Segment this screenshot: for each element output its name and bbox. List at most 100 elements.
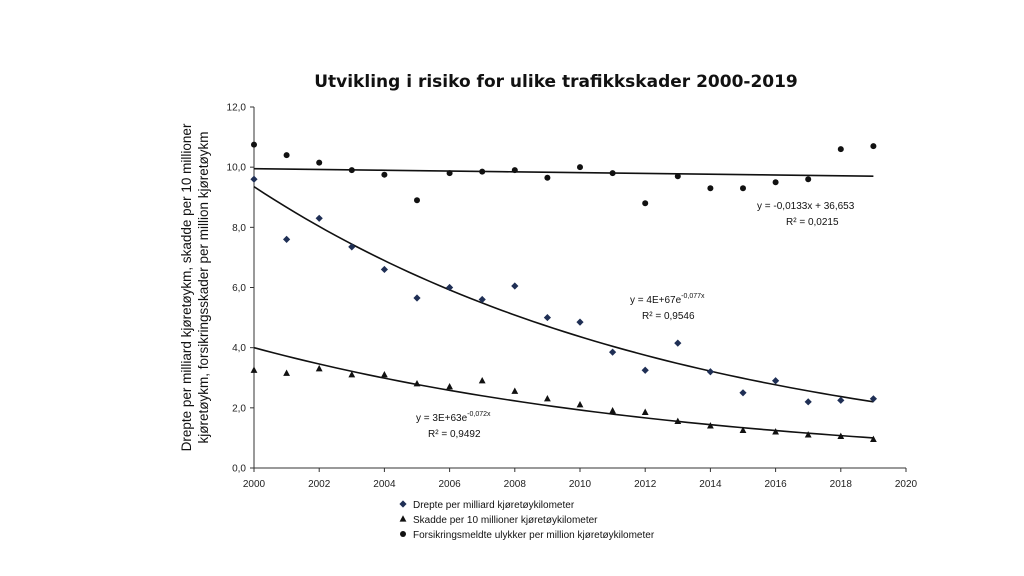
data-point [348, 370, 356, 378]
legend-marker [400, 531, 406, 537]
data-point [609, 348, 617, 356]
data-point [805, 176, 812, 183]
r-squared: R² = 0,9546 [642, 311, 695, 322]
data-point [479, 168, 486, 175]
data-point [674, 173, 681, 180]
y-axis-label-line: Drepte per milliard kjøretøykm, skadde p… [179, 123, 194, 451]
x-tick-label: 2002 [308, 479, 331, 490]
data-point [511, 387, 519, 394]
data-point [740, 185, 746, 192]
data-point [511, 167, 518, 174]
y-tick-label: 6,0 [232, 283, 246, 294]
x-tick-label: 2004 [373, 479, 396, 490]
trend-equation: y = 4E+67e-0,077x [630, 293, 705, 306]
data-point [478, 295, 486, 304]
data-point [576, 401, 584, 408]
y-tick-label: 12,0 [227, 103, 247, 114]
data-point [837, 432, 845, 440]
x-tick-label: 2008 [504, 479, 527, 490]
data-point [804, 398, 812, 406]
data-point [446, 283, 454, 292]
data-point [609, 170, 616, 177]
data-point [739, 389, 747, 397]
data-point [413, 379, 421, 387]
data-point [413, 294, 421, 302]
trend-equations: y = 4E+67e-0,077x R² = 0,9546 y = 3E+63e-0… [416, 201, 855, 440]
x-tick-label: 2012 [634, 479, 657, 490]
legend-marker [399, 515, 407, 522]
data-points [250, 141, 877, 443]
legend-marker [399, 500, 407, 508]
data-point [707, 422, 714, 429]
data-point [511, 282, 519, 290]
data-point [641, 408, 649, 415]
trendlines [253, 167, 874, 439]
x-tick-label: 2016 [764, 479, 787, 490]
data-point [251, 141, 257, 148]
data-point [478, 376, 486, 384]
data-point [576, 318, 584, 326]
data-point [316, 159, 323, 166]
data-point [446, 170, 453, 177]
data-point [772, 179, 779, 186]
y-axis-label: Drepte per milliard kjøretøykm, skadde p… [179, 123, 211, 451]
data-point [641, 366, 649, 374]
trendline [253, 346, 874, 439]
data-point [609, 407, 616, 414]
data-point [642, 200, 649, 207]
data-point [869, 395, 877, 403]
data-point [543, 313, 551, 322]
data-point [348, 167, 355, 174]
x-tick-label: 2000 [243, 479, 266, 490]
data-point [380, 265, 388, 274]
data-point [837, 146, 844, 153]
data-point [250, 175, 258, 183]
x-tick-label: 2014 [699, 479, 722, 490]
data-point [870, 435, 877, 443]
data-point [381, 171, 388, 178]
x-tick-label: 2010 [569, 479, 592, 490]
data-point [283, 152, 290, 159]
data-point [707, 185, 714, 192]
data-point [414, 197, 420, 204]
trendline [253, 167, 874, 177]
data-point [674, 339, 682, 347]
data-point [837, 396, 845, 404]
data-point [315, 364, 323, 372]
data-point [739, 426, 747, 433]
chart-title: Utvikling i risiko for ulike trafikkskad… [314, 72, 798, 92]
data-point [283, 369, 290, 376]
data-point [674, 417, 682, 424]
y-tick-label: 10,0 [227, 163, 247, 174]
data-point [804, 431, 812, 438]
data-point [772, 428, 779, 435]
legend-label: Skadde per 10 millioner kjøretøykilomete… [413, 515, 598, 526]
data-point [870, 143, 877, 150]
data-point [283, 235, 291, 243]
trend-equation: y = 3E+63e-0,072x [416, 411, 491, 424]
data-point [577, 164, 583, 171]
data-point [348, 243, 356, 251]
y-tick-label: 0,0 [232, 464, 246, 475]
data-point [706, 368, 714, 376]
data-point [544, 395, 551, 402]
legend-label: Forsikringsmeldte ulykker per million kj… [413, 530, 655, 541]
legend: Drepte per milliard kjøretøykilometer Ska… [399, 500, 655, 541]
data-point [772, 377, 780, 385]
x-tick-label: 2020 [895, 479, 918, 490]
r-squared: R² = 0,9492 [428, 429, 481, 440]
data-point [250, 366, 258, 373]
y-axis-label-line: kjøretøykm, forsikringsskader per millio… [196, 131, 211, 443]
x-tick-label: 2006 [438, 479, 461, 490]
legend-label: Drepte per milliard kjøretøykilometer [413, 500, 575, 511]
axes: 0,0 2,0 4,0 6,0 8,0 10,0 12,0 2000 2002 2004 2006 2… [227, 103, 918, 491]
y-tick-label: 4,0 [232, 343, 246, 354]
data-point [315, 214, 323, 222]
x-tick-label: 2018 [830, 479, 853, 490]
r-squared: R² = 0,0215 [786, 217, 839, 228]
y-tick-label: 8,0 [232, 223, 246, 234]
trendline [253, 186, 874, 403]
data-point [544, 174, 551, 181]
y-tick-label: 2,0 [232, 403, 246, 414]
